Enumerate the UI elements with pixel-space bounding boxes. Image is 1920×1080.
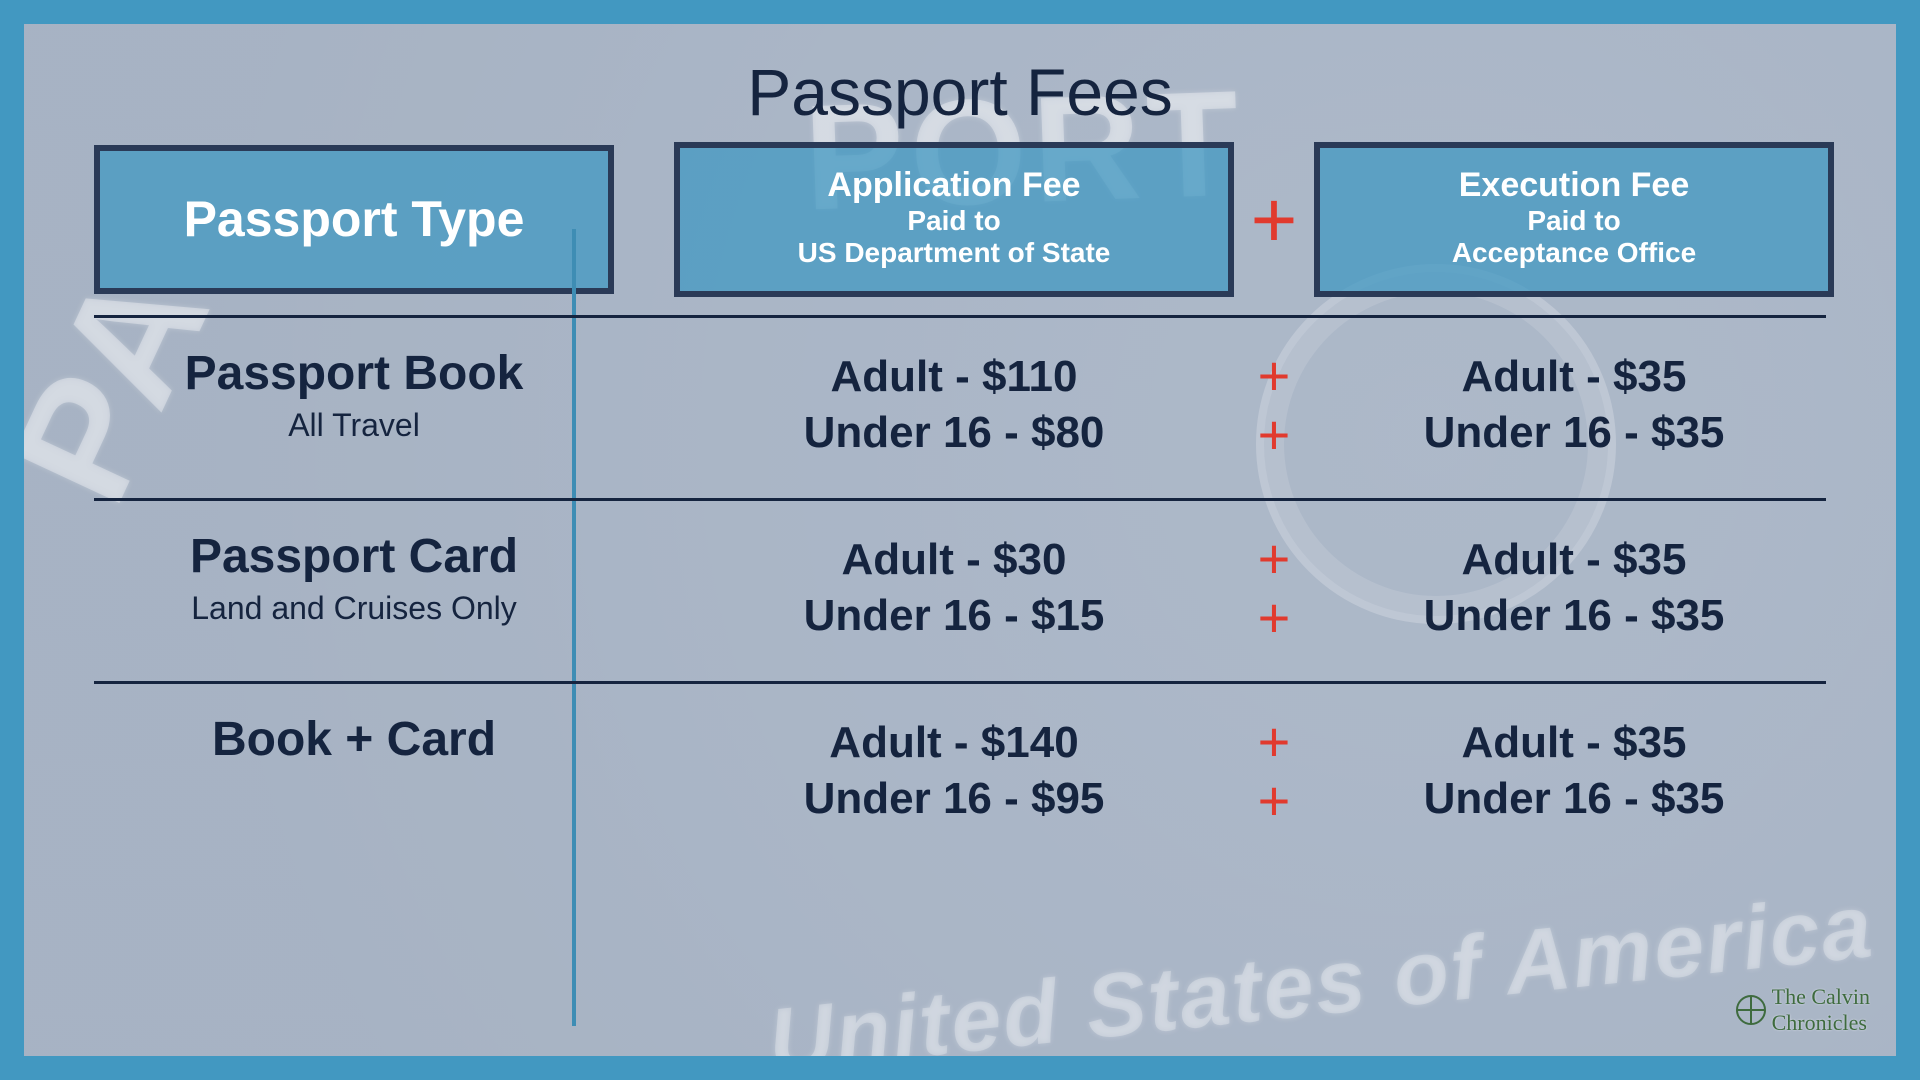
plus-icon: + [1258,773,1291,829]
execution-fee-cell: Adult - $35 Under 16 - $35 [1314,529,1834,647]
fee-adult: Adult - $35 [1314,718,1834,768]
fee-adult: Adult - $110 [674,352,1234,402]
header-application-fee: Application Fee Paid to US Department of… [674,142,1234,297]
page-title: Passport Fees [94,54,1826,130]
plus-icon: + [1258,407,1291,463]
fee-adult: Adult - $35 [1314,352,1834,402]
table-row: Book + Card Adult - $140 Under 16 - $95 … [94,681,1826,864]
passport-desc: Land and Cruises Only [94,590,614,627]
source-watermark: The Calvin Chronicles [1736,984,1870,1036]
fee-child: Under 16 - $80 [674,408,1234,458]
passport-desc: All Travel [94,407,614,444]
watermark-text: The Calvin Chronicles [1772,984,1870,1036]
table-row: Passport Book All Travel Adult - $110 Un… [94,315,1826,498]
spacer [614,529,674,647]
header-row: Passport Type Application Fee Paid to US… [94,142,1826,297]
fee-child: Under 16 - $35 [1314,591,1834,641]
fee-child: Under 16 - $95 [674,774,1234,824]
header-label: Execution Fee [1330,166,1818,205]
header-passport-type: Passport Type [94,145,614,295]
plus-column: + + [1234,529,1314,647]
header-sub: US Department of State [690,237,1218,269]
fee-adult: Adult - $35 [1314,535,1834,585]
header-sub: Paid to [690,205,1218,237]
application-fee-cell: Adult - $110 Under 16 - $80 [674,346,1234,464]
passport-type-cell: Book + Card [94,712,614,830]
spacer [614,346,674,464]
watermark-line: The Calvin [1772,984,1870,1009]
passport-name: Passport Book [94,346,614,401]
fee-table: Passport Book All Travel Adult - $110 Un… [94,315,1826,864]
fee-child: Under 16 - $35 [1314,774,1834,824]
fee-child: Under 16 - $15 [674,591,1234,641]
fee-adult: Adult - $140 [674,718,1234,768]
passport-name: Passport Card [94,529,614,584]
plus-column: + + [1234,712,1314,830]
globe-icon [1736,995,1766,1025]
plus-icon: + [1258,714,1291,770]
fee-adult: Adult - $30 [674,535,1234,585]
watermark-line: Chronicles [1772,1010,1867,1035]
plus-column: + + [1234,346,1314,464]
spacer [614,712,674,830]
plus-icon: + [1258,348,1291,404]
table-row: Passport Card Land and Cruises Only Adul… [94,498,1826,681]
content-area: Passport Fees Passport Type Application … [24,24,1896,1056]
application-fee-cell: Adult - $30 Under 16 - $15 [674,529,1234,647]
plus-icon: + [1258,590,1291,646]
passport-type-cell: Passport Card Land and Cruises Only [94,529,614,647]
fee-child: Under 16 - $35 [1314,408,1834,458]
passport-name: Book + Card [94,712,614,767]
application-fee-cell: Adult - $140 Under 16 - $95 [674,712,1234,830]
execution-fee-cell: Adult - $35 Under 16 - $35 [1314,712,1834,830]
plus-icon: + [1258,531,1291,587]
plus-icon: + [1234,180,1314,260]
execution-fee-cell: Adult - $35 Under 16 - $35 [1314,346,1834,464]
infographic-canvas: PORT PA United States of America Passpor… [24,24,1896,1056]
passport-type-cell: Passport Book All Travel [94,346,614,464]
header-label: Passport Type [110,191,598,249]
header-sub: Acceptance Office [1330,237,1818,269]
header-label: Application Fee [690,166,1218,205]
header-sub: Paid to [1330,205,1818,237]
header-execution-fee: Execution Fee Paid to Acceptance Office [1314,142,1834,297]
